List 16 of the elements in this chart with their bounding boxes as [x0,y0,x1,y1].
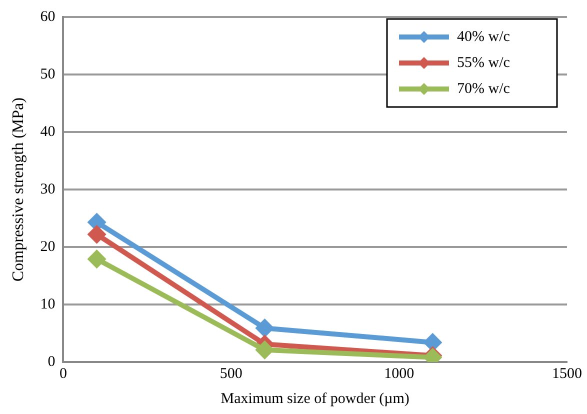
legend-label: 40% w/c [457,28,510,45]
y-tick-label: 40 [40,124,56,140]
y-tick-label: 0 [48,354,56,370]
y-tick-label: 10 [40,296,56,312]
x-tick-label: 1000 [384,366,414,382]
y-tick-label: 60 [40,8,56,25]
legend-label: 70% w/c [457,80,510,97]
y-tick-label: 30 [40,181,56,198]
x-tick-label: 1500 [552,366,582,382]
x-axis-title: Maximum size of powder (µm) [220,390,410,407]
y-tick-label: 20 [40,238,56,255]
y-axis-title: Compressive strength (MPa) [10,98,27,282]
y-tick-label: 50 [40,66,56,82]
x-tick-label: 0 [59,366,67,382]
legend-label: 55% w/c [457,54,510,71]
x-tick-label: 500 [220,366,242,382]
